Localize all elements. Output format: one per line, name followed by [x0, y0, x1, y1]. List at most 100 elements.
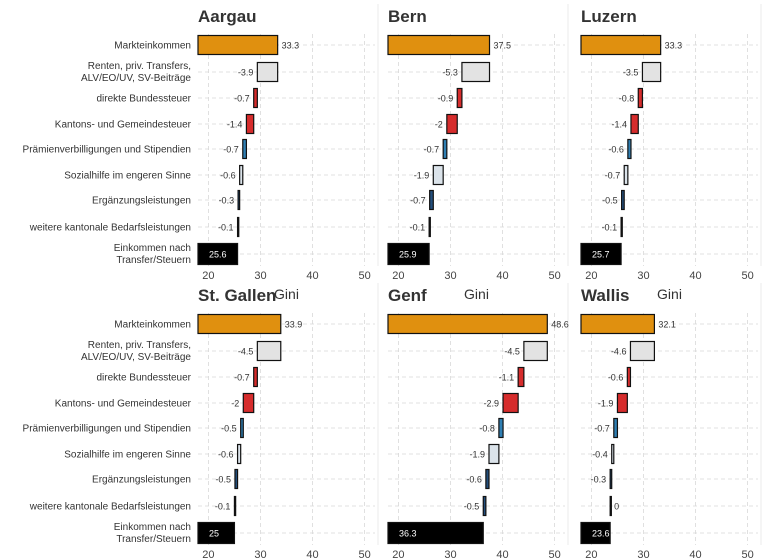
bar-1 [629, 340, 656, 362]
value-label: 32.1 [658, 320, 676, 330]
x-tick-label: 50 [358, 270, 370, 282]
value-label: -0.8 [619, 94, 635, 104]
x-tick-label: 50 [548, 270, 560, 282]
category-label: Ergänzungsleistungen [92, 475, 191, 486]
value-label: 23.6 [592, 529, 610, 539]
category-label: Sozialhilfe im engeren Sinne [64, 450, 191, 461]
bar-6 [621, 189, 625, 211]
bar-1 [523, 340, 548, 362]
bar-4 [240, 417, 244, 439]
bar-1 [256, 61, 279, 83]
bar-8 [580, 521, 611, 545]
bar-6 [485, 468, 490, 490]
bar-4 [242, 138, 248, 160]
value-label: 33.3 [665, 41, 683, 51]
panel-title: Luzern [581, 7, 637, 26]
value-label: -1.4 [227, 120, 243, 130]
value-label: -0.5 [464, 502, 480, 512]
x-axis-label: Gini [657, 286, 682, 302]
bar-0 [387, 34, 491, 56]
x-tick-label: 20 [585, 270, 597, 282]
bar-8 [387, 521, 484, 545]
value-label: -0.7 [234, 373, 250, 383]
x-tick-label: 20 [585, 549, 597, 558]
x-tick-label: 30 [254, 270, 266, 282]
category-label: Ergänzungsleistungen [92, 196, 191, 207]
value-label: -0.7 [594, 424, 610, 434]
category-label: Einkommen nach [114, 522, 191, 533]
value-label: -0.7 [410, 196, 426, 206]
value-label: -0.8 [479, 424, 495, 434]
bar-0 [387, 313, 548, 335]
bar-2 [637, 87, 644, 109]
x-tick-label: 30 [444, 270, 456, 282]
category-label: Prämienverbilligungen und Stipendien [23, 145, 191, 156]
value-label: -2.9 [484, 399, 500, 409]
value-label: -0.7 [605, 171, 621, 181]
value-label: -0.5 [221, 424, 237, 434]
value-label: 25.6 [209, 250, 227, 260]
bar-8 [197, 242, 239, 266]
value-label: 48.6 [551, 320, 569, 330]
x-tick-label: 40 [689, 549, 701, 558]
value-label: -1.4 [611, 120, 627, 130]
x-tick-label: 50 [548, 549, 560, 558]
value-label: -3.5 [623, 68, 639, 78]
bar-2 [456, 87, 463, 109]
category-label: Markteinkommen [114, 320, 191, 331]
value-label: 37.5 [494, 41, 512, 51]
value-label: -1.9 [414, 171, 430, 181]
value-label: -0.1 [215, 502, 231, 512]
bar-6 [234, 468, 239, 490]
x-tick-label: 30 [444, 549, 456, 558]
value-label: -0.3 [219, 196, 235, 206]
bar-1 [256, 340, 282, 362]
x-tick-label: 30 [637, 270, 649, 282]
category-label: Kantons- und Gemeindesteuer [55, 120, 192, 131]
value-label: -3.9 [238, 68, 254, 78]
bar-3 [502, 392, 519, 414]
value-label: 33.9 [285, 320, 303, 330]
category-label: ALV/EO/UV, SV-Beiträge [81, 352, 191, 363]
category-label: ALV/EO/UV, SV-Beiträge [81, 73, 191, 84]
value-label: -4.5 [238, 347, 254, 357]
value-label: -0.6 [466, 475, 482, 485]
x-tick-label: 20 [392, 270, 404, 282]
panel-title: Aargau [198, 7, 257, 26]
value-label: -0.6 [220, 171, 236, 181]
value-label: 25.7 [592, 250, 610, 260]
x-tick-label: 40 [306, 270, 318, 282]
bar-2 [517, 366, 525, 388]
x-tick-label: 50 [741, 270, 753, 282]
category-label: Markteinkommen [114, 41, 191, 52]
value-label: -0.1 [602, 223, 618, 233]
bar-5 [488, 443, 500, 465]
value-label: -0.7 [223, 145, 239, 155]
x-tick-label: 40 [496, 270, 508, 282]
x-tick-label: 20 [392, 549, 404, 558]
value-label: 0 [614, 502, 619, 512]
category-label: Transfer/Steuern [116, 534, 191, 545]
bar-3 [446, 113, 458, 135]
panel-title: Genf [388, 286, 427, 305]
bar-4 [498, 417, 504, 439]
bar-3 [630, 113, 639, 135]
bar-8 [580, 242, 622, 266]
value-label: 25.9 [399, 250, 417, 260]
value-label: -0.1 [410, 223, 426, 233]
category-label: Sozialhilfe im engeren Sinne [64, 171, 191, 182]
panel-title: Wallis [581, 286, 630, 305]
category-label: Prämienverbilligungen und Stipendien [23, 424, 191, 435]
value-label: -0.7 [234, 94, 250, 104]
bar-6 [237, 189, 241, 211]
x-tick-label: 20 [202, 549, 214, 558]
x-axis-label: Gini [274, 286, 299, 302]
value-label: -1.9 [598, 399, 614, 409]
bar-1 [641, 61, 662, 83]
category-label: Kantons- und Gemeindesteuer [55, 399, 192, 410]
value-label: -0.5 [602, 196, 618, 206]
bar-5 [623, 164, 629, 186]
bar-7 [236, 216, 240, 238]
value-label: -0.6 [608, 373, 624, 383]
